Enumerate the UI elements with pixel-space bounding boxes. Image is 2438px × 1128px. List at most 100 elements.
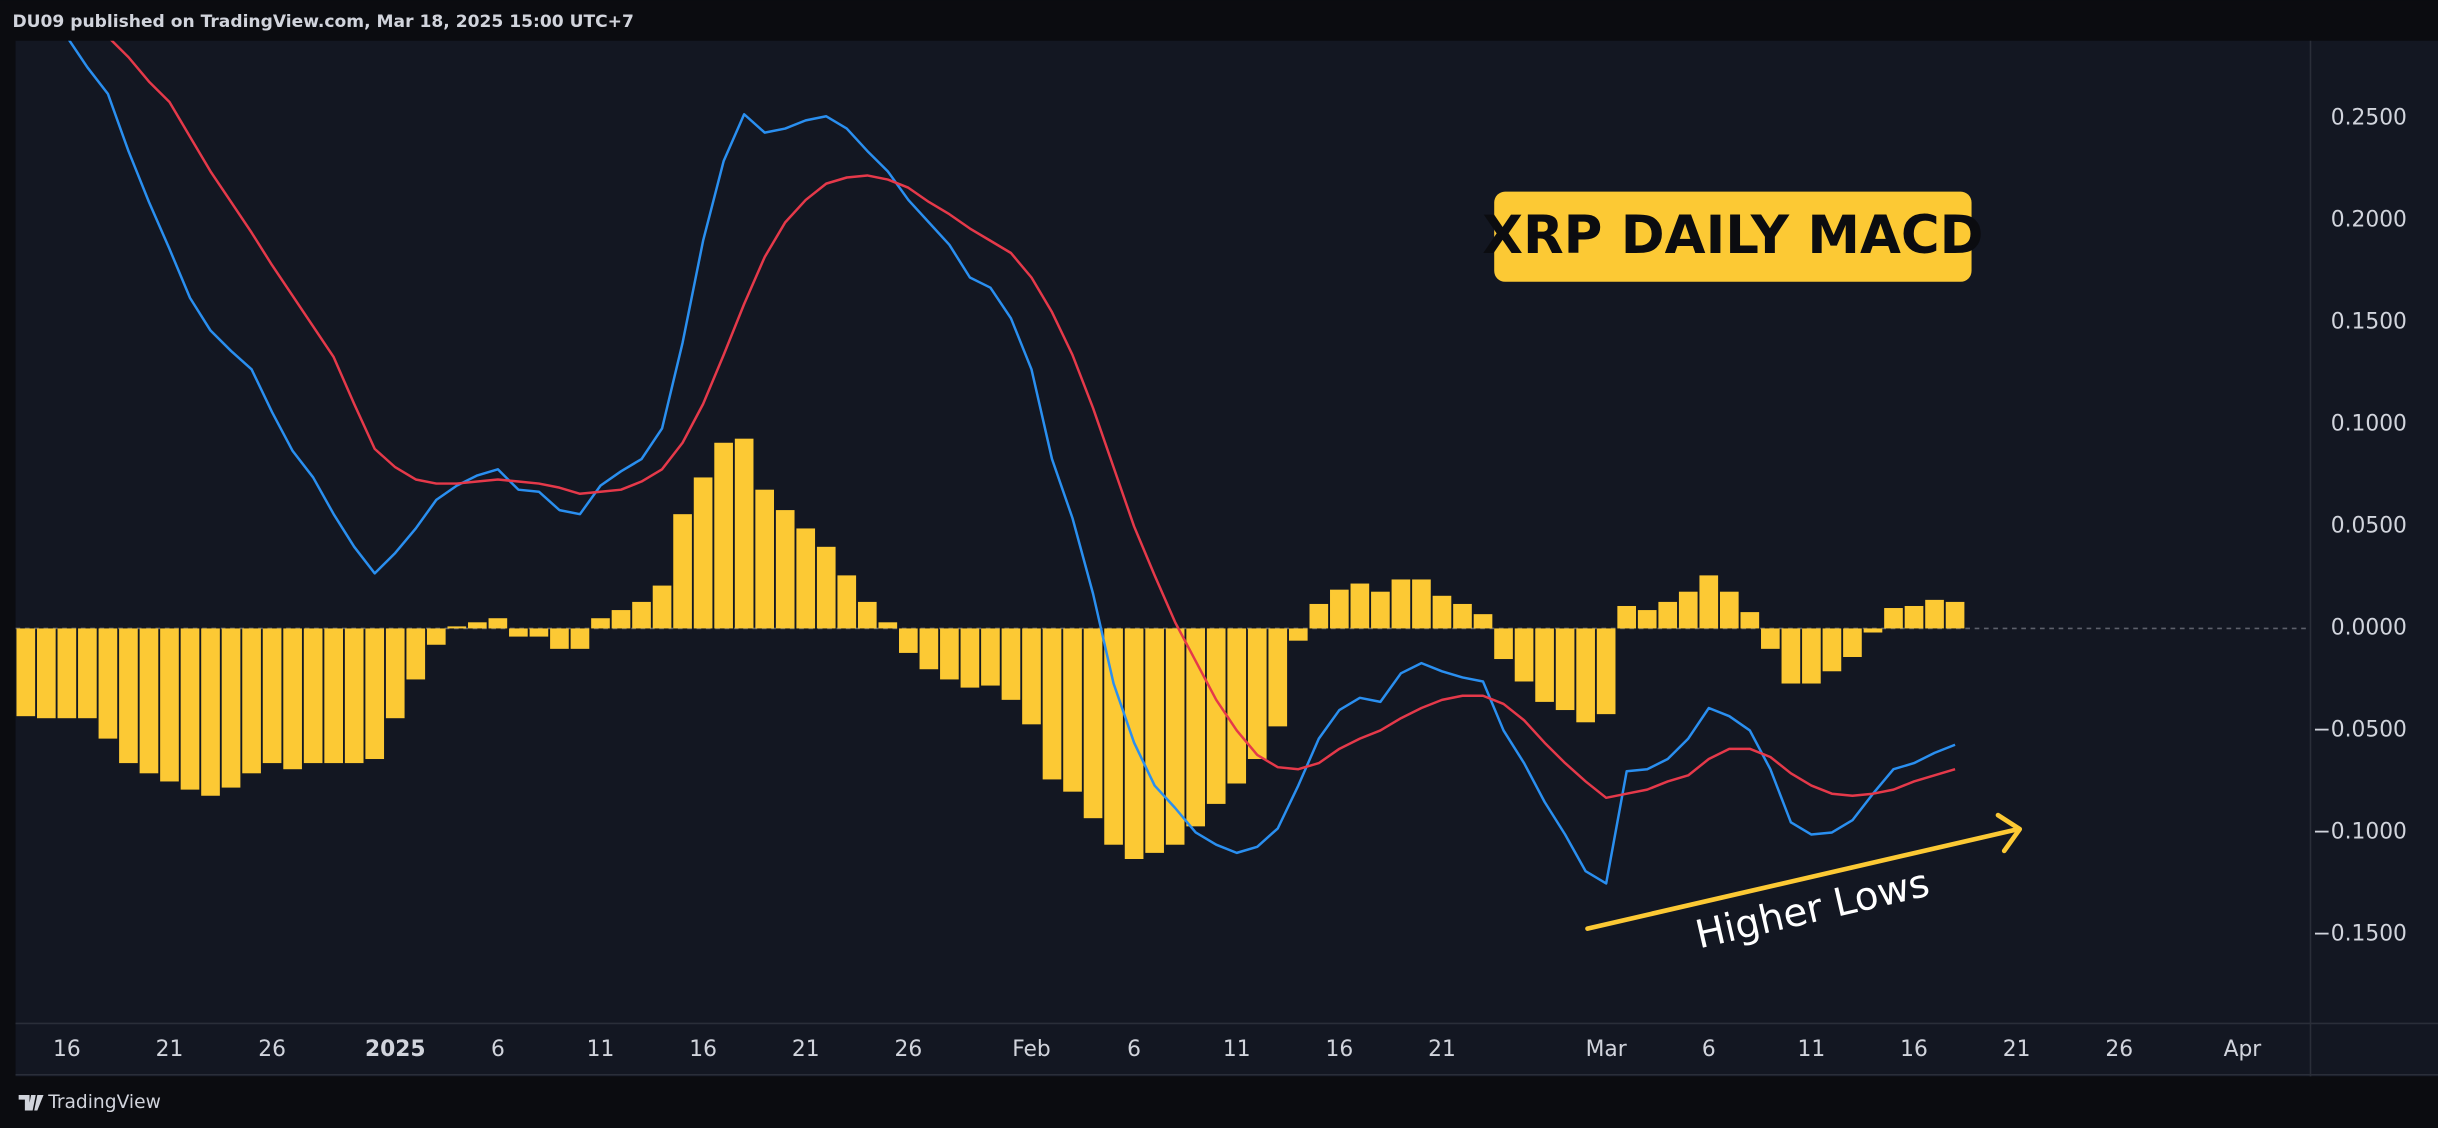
histogram-bar xyxy=(981,628,1000,686)
line-series xyxy=(68,40,1956,885)
x-tick-label: 2025 xyxy=(365,1037,426,1062)
histogram-bar xyxy=(1145,628,1164,853)
histogram-bar xyxy=(1371,591,1390,629)
histogram-bar xyxy=(1535,628,1554,702)
histogram-bar xyxy=(652,585,672,629)
histogram-bar xyxy=(632,601,651,629)
x-tick-label: 21 xyxy=(792,1037,820,1062)
histogram-bar xyxy=(755,489,775,629)
plot-area xyxy=(15,40,2311,885)
histogram-bar xyxy=(1781,628,1801,684)
x-tick-label: 11 xyxy=(1798,1037,1826,1062)
histogram-bar xyxy=(426,628,446,645)
x-tick-label: 16 xyxy=(1900,1037,1928,1062)
histogram-bar xyxy=(1042,628,1062,780)
y-tick-label: 0.0500 xyxy=(2331,513,2407,538)
histogram-bar xyxy=(447,626,467,629)
y-tick-label: −0.0500 xyxy=(2313,717,2407,742)
histogram-bar xyxy=(1617,605,1637,629)
x-tick-label: Feb xyxy=(1012,1037,1051,1062)
histogram-bar xyxy=(1350,583,1370,629)
histogram-bar xyxy=(1637,610,1657,629)
y-tick-label: 0.1000 xyxy=(2331,411,2407,436)
x-tick-label: 6 xyxy=(1127,1037,1141,1062)
histogram-bar xyxy=(960,628,980,688)
histogram-bar xyxy=(1555,628,1575,711)
histogram-bar xyxy=(940,628,959,680)
x-tick-label: Apr xyxy=(2224,1037,2262,1062)
y-tick-label: −0.1000 xyxy=(2313,819,2407,844)
y-tick-label: 0.1500 xyxy=(2331,309,2407,334)
histogram-bar xyxy=(1330,589,1349,629)
histogram-bar xyxy=(1247,628,1267,760)
histogram-bar xyxy=(1945,601,1965,629)
line-series xyxy=(110,40,1956,800)
histogram-bar xyxy=(1719,591,1739,629)
histogram-bar xyxy=(1514,628,1534,682)
histogram-bar xyxy=(1206,628,1226,804)
histogram-bar xyxy=(591,618,610,629)
histogram-bar xyxy=(796,528,816,629)
histogram-bar xyxy=(1802,628,1821,684)
x-tick-label: 26 xyxy=(258,1037,286,1062)
histogram-bar xyxy=(816,546,836,629)
histogram-bar xyxy=(37,628,56,719)
histogram-bar xyxy=(1268,628,1288,727)
histogram-bar xyxy=(1740,612,1760,629)
x-tick-label: 6 xyxy=(491,1037,505,1062)
histogram-bar xyxy=(1432,595,1452,629)
x-tick-label: 21 xyxy=(2003,1037,2031,1062)
histogram-bar xyxy=(139,628,159,774)
histogram-bar xyxy=(221,628,241,788)
histogram-bar xyxy=(16,628,36,717)
histogram-bar xyxy=(734,438,754,629)
histogram-bar xyxy=(262,628,282,764)
x-tick-label: 11 xyxy=(1223,1037,1251,1062)
histogram-bar xyxy=(1104,628,1123,845)
annotation-arrowhead xyxy=(1995,812,2023,854)
histogram-bar xyxy=(1904,605,1924,629)
histogram-bar xyxy=(324,628,343,764)
footer-brand: TradingView xyxy=(47,1092,161,1113)
histogram-bar xyxy=(1884,608,1903,629)
x-tick-label: 21 xyxy=(1428,1037,1456,1062)
x-tick-label: 16 xyxy=(689,1037,717,1062)
y-tick-label: −0.1500 xyxy=(2313,921,2407,946)
chart-background xyxy=(15,40,2438,1077)
histogram-bar xyxy=(1678,591,1698,629)
histogram-bar xyxy=(837,575,857,629)
histogram-bar xyxy=(180,628,200,790)
x-tick-label: 16 xyxy=(53,1037,81,1062)
histogram-bar xyxy=(365,628,385,760)
chart-title: XRP DAILY MACD xyxy=(1482,205,1983,266)
histogram-bar xyxy=(57,628,77,719)
histogram-bar xyxy=(509,628,528,637)
histogram-bar xyxy=(1596,628,1616,715)
x-tick-label: 21 xyxy=(156,1037,184,1062)
histogram-bar xyxy=(406,628,426,680)
histogram-bar xyxy=(1412,579,1431,629)
histogram-bar xyxy=(1761,628,1780,649)
histogram-bar xyxy=(242,628,261,774)
histogram-bar xyxy=(775,510,795,629)
histogram-bar xyxy=(1022,628,1041,725)
histogram-bar xyxy=(919,628,939,670)
histogram-bar xyxy=(1083,628,1103,819)
histogram-bar xyxy=(303,628,323,764)
histogram-bar xyxy=(488,618,508,629)
header: DU09 published on TradingView.com, Mar 1… xyxy=(12,12,633,32)
y-tick-label: 0.2000 xyxy=(2331,207,2407,232)
histogram-bar xyxy=(385,628,405,719)
x-tick-label: 26 xyxy=(894,1037,922,1062)
x-tick-label: 16 xyxy=(1326,1037,1354,1062)
histogram-bar xyxy=(1822,628,1842,672)
histogram-bar xyxy=(693,477,713,629)
histogram-bar xyxy=(1843,628,1862,657)
histogram-bar xyxy=(98,628,118,739)
x-tick-label: 6 xyxy=(1702,1037,1716,1062)
histogram-bar xyxy=(1186,628,1206,827)
title-box xyxy=(1494,191,1972,282)
histogram-bar xyxy=(1925,599,1944,629)
